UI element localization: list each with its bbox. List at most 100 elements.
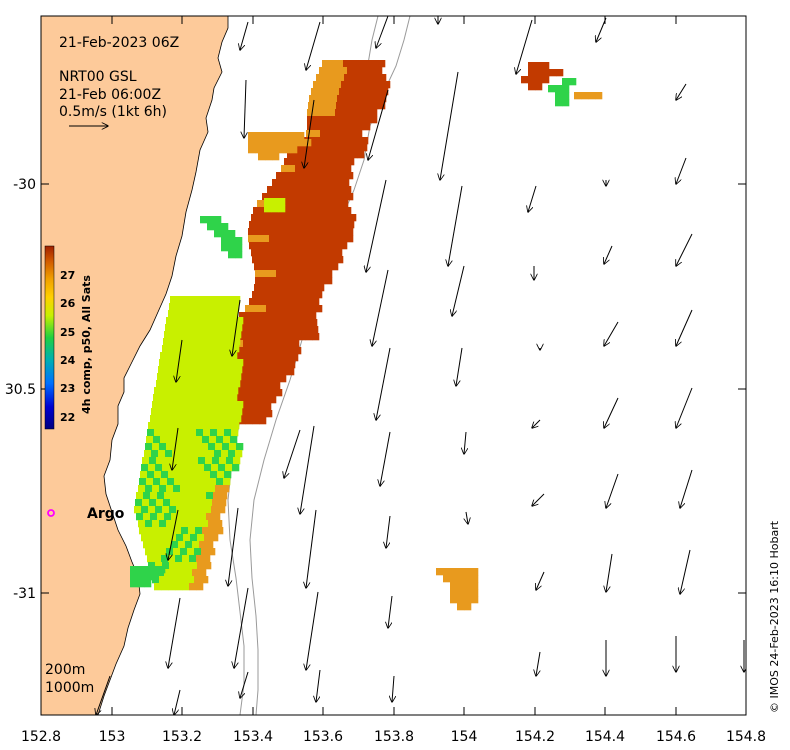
current-vector-arrow (466, 511, 468, 524)
sst-pixel (173, 576, 181, 584)
sst-pixel (295, 312, 303, 320)
sst-pixel (274, 312, 282, 320)
sst-pixel (181, 527, 189, 535)
sst-pixel (304, 172, 312, 180)
current-vector-arrow (536, 651, 541, 676)
sst-pixel (276, 146, 284, 154)
sst-pixel (194, 317, 202, 325)
colorbar-label: 4h comp, p50, All Sats (80, 275, 93, 414)
colorbar-tick: 24 (60, 354, 76, 367)
sst-pixel (265, 153, 273, 161)
sst-pixel (250, 403, 258, 411)
sst-pixel (283, 277, 291, 285)
sst-pixel (337, 95, 345, 103)
sst-pixel (212, 499, 220, 507)
sst-pixel (307, 179, 315, 187)
x-tick-label: 154.4 (585, 729, 625, 745)
sst-pixel (326, 67, 334, 75)
sst-pixel (224, 310, 232, 318)
sst-pixel (252, 291, 260, 299)
sst-pixel (535, 76, 543, 84)
sst-pixel (249, 221, 257, 229)
sst-pixel (139, 478, 147, 486)
sst-pixel (166, 443, 174, 451)
sst-pixel (180, 401, 188, 409)
sst-pixel (191, 380, 199, 388)
sst-pixel (175, 555, 183, 563)
sst-pixel (311, 88, 319, 96)
sst-pixel (176, 303, 184, 311)
argo-float-marker[interactable] (47, 509, 55, 517)
sst-pixel (141, 464, 149, 472)
sst-pixel (163, 499, 171, 507)
sst-pixel (196, 387, 204, 395)
sst-pixel (357, 151, 365, 159)
sst-pixel (301, 291, 309, 299)
sst-pixel (211, 303, 219, 311)
sst-pixel (252, 305, 260, 313)
sst-pixel (326, 221, 334, 229)
sst-pixel (152, 443, 160, 451)
sst-pixel (194, 485, 202, 493)
sst-pixel (284, 242, 292, 250)
sst-pixel (236, 401, 244, 409)
sst-pixel (228, 251, 236, 259)
sst-pixel (293, 249, 301, 257)
sst-pixel (180, 317, 188, 325)
sst-pixel (292, 340, 300, 348)
sst-pixel (294, 291, 302, 299)
sst-pixel (189, 583, 197, 591)
sst-pixel (130, 566, 138, 574)
sst-pixel (346, 228, 354, 236)
sst-pixel (238, 382, 246, 390)
sst-pixel (155, 562, 163, 570)
sst-pixel (190, 303, 198, 311)
sst-pixel (187, 359, 195, 367)
sst-pixel (154, 583, 162, 591)
sst-pixel (273, 305, 281, 313)
colorbar-gradient (44, 245, 55, 430)
sst-pixel (471, 589, 479, 597)
sst-pixel (320, 200, 328, 208)
sst-pixel (176, 345, 184, 353)
sst-pixel (265, 375, 273, 383)
sst-pixel (344, 186, 352, 194)
sst-pixel (180, 485, 188, 493)
sst-pixel (169, 562, 177, 570)
sst-pixel (151, 566, 159, 574)
product-line-3: 0.5m/s (1kt 6h) (59, 104, 167, 120)
sst-pixel (228, 408, 236, 416)
sst-pixel (312, 158, 320, 166)
sst-pixel (291, 298, 299, 306)
sst-pixel (225, 464, 233, 472)
sst-pixel (293, 214, 301, 222)
x-tick-label: 153.4 (233, 729, 273, 745)
sst-pixel (363, 116, 371, 124)
sst-pixel (297, 277, 305, 285)
sst-pixel (219, 499, 227, 507)
sst-pixel (555, 92, 563, 100)
sst-pixel (323, 95, 331, 103)
sst-pixel (164, 492, 172, 500)
sst-pixel (158, 408, 166, 416)
sst-pixel (182, 555, 190, 563)
sst-pixel (344, 207, 352, 215)
y-axis-labels: -30 30.5 -31 (5, 177, 36, 602)
sst-pixel (292, 200, 300, 208)
sst-pixel (202, 478, 210, 486)
sst-pixel (555, 99, 563, 107)
sst-pixel (367, 88, 375, 96)
sst-pixel (145, 485, 153, 493)
sst-pixel (221, 408, 229, 416)
sst-pixel (355, 130, 363, 138)
sst-pixel (167, 478, 175, 486)
sst-pixel (284, 158, 292, 166)
sst-pixel (245, 347, 253, 355)
sst-pixel (310, 319, 318, 327)
sst-pixel (271, 205, 279, 213)
sst-pixel (339, 144, 347, 152)
sst-pixel (204, 345, 212, 353)
sst-pixel (288, 207, 296, 215)
sst-pixel (149, 457, 157, 465)
sst-pixel (275, 319, 283, 327)
